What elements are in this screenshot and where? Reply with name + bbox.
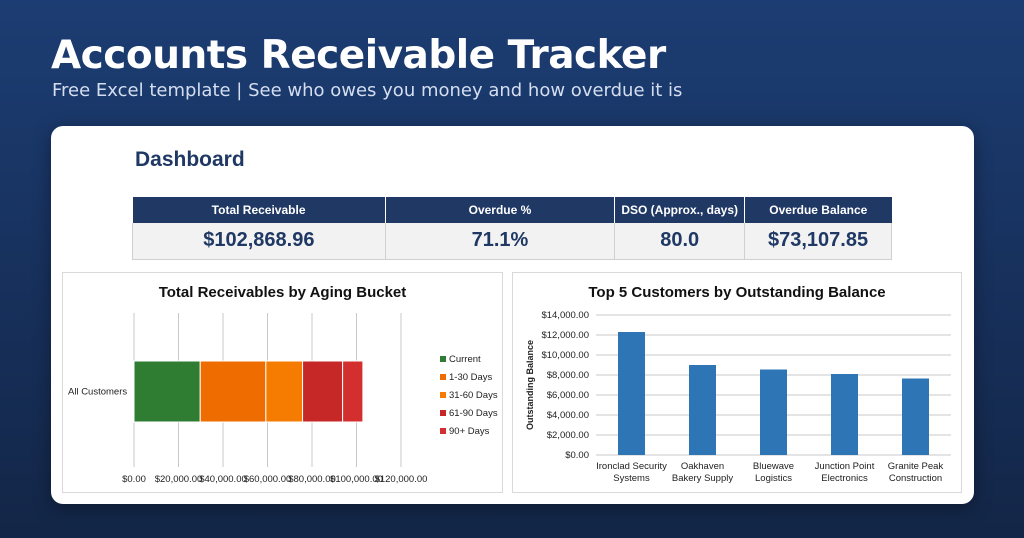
top-y-tick-label: $6,000.00	[547, 390, 589, 401]
aging-legend-swatch	[440, 374, 446, 380]
kpi-header-overdue-percent: Overdue %	[385, 197, 616, 223]
top-customers-chart-title: Top 5 Customers by Outstanding Balance	[588, 284, 886, 301]
aging-chart-title: Total Receivables by Aging Bucket	[158, 284, 407, 301]
top-customers-chart-plot: $0.00 $2,000.00 $4,000.00 $6,000.00 $8,000.0…	[525, 310, 951, 484]
aging-bar-segment	[199, 360, 267, 423]
dashboard-title: Dashboard	[135, 148, 245, 171]
kpi-value-overdue-percent[interactable]: 71.1%	[384, 223, 616, 260]
dashboard-card: Dashboard Total Receivable Overdue % DSO…	[51, 126, 974, 504]
kpi-table: Total Receivable Overdue % DSO (Approx.,…	[132, 197, 892, 260]
aging-chart[interactable]: Total Receivables by Aging Bucket $0.00 $…	[62, 272, 503, 493]
aging-x-tick-label: $0.00	[122, 474, 146, 485]
page-subtitle: Free Excel template | See who owes you m…	[52, 80, 683, 101]
top-y-tick-label: $2,000.00	[547, 430, 589, 441]
page-title: Accounts Receivable Tracker	[51, 33, 666, 78]
top-category-label: Construction	[889, 473, 942, 484]
aging-chart-plot: $0.00 $20,000.00$40,000.00$60,000.00$80,0…	[68, 313, 498, 485]
top-y-tick-label: $10,000.00	[541, 350, 589, 361]
kpi-value-total-receivable[interactable]: $102,868.96	[132, 223, 386, 260]
top-y-tick-label: $4,000.00	[547, 410, 589, 421]
aging-legend-label: Current	[449, 354, 481, 365]
top-category-label: Granite Peak	[888, 461, 944, 472]
aging-legend-swatch	[440, 428, 446, 434]
top-bar	[689, 365, 716, 455]
kpi-header-overdue-balance: Overdue Balance	[744, 197, 892, 223]
aging-legend-label: 1-30 Days	[449, 372, 493, 383]
top-bar	[902, 378, 929, 455]
kpi-header-dso: DSO (Approx., days)	[614, 197, 746, 223]
top-y-axis-label: Outstanding Balance	[525, 340, 535, 430]
aging-legend-label: 61-90 Days	[449, 408, 498, 419]
top-customers-chart[interactable]: Top 5 Customers by Outstanding Balance $…	[512, 272, 962, 493]
aging-legend-swatch	[440, 356, 446, 362]
top-y-tick-label: $0.00	[565, 450, 589, 461]
top-category-label: Junction Point	[815, 461, 875, 472]
top-category-label: Bakery Supply	[672, 473, 734, 484]
kpi-header-total-receivable: Total Receivable	[132, 197, 386, 223]
aging-bar-segment	[342, 360, 364, 423]
aging-category-label: All Customers	[68, 387, 127, 398]
top-bar	[831, 374, 858, 455]
aging-legend-label: 31-60 Days	[449, 390, 498, 401]
aging-legend-label: 90+ Days	[449, 426, 490, 437]
top-category-label: Electronics	[821, 473, 868, 484]
aging-x-tick-label: $60,000.00	[244, 474, 292, 485]
aging-x-tick-label: $80,000.00	[288, 474, 336, 485]
aging-x-tick-label: $20,000.00	[155, 474, 203, 485]
aging-x-tick-label: $100,000.00	[330, 474, 383, 485]
aging-legend-swatch	[440, 392, 446, 398]
top-y-tick-label: $14,000.00	[541, 310, 589, 321]
aging-bar-segment	[133, 360, 201, 423]
top-category-label: Systems	[613, 473, 650, 484]
aging-x-tick-label: $40,000.00	[199, 474, 247, 485]
kpi-value-dso[interactable]: 80.0	[614, 223, 746, 260]
top-y-tick-label: $12,000.00	[541, 330, 589, 341]
top-bar	[618, 332, 645, 455]
aging-x-tick-label: $120,000.00	[375, 474, 428, 485]
aging-legend-swatch	[440, 410, 446, 416]
top-category-label: Logistics	[755, 473, 792, 484]
top-category-label: Oakhaven	[681, 461, 724, 472]
kpi-value-overdue-balance[interactable]: $73,107.85	[744, 223, 892, 260]
top-y-tick-label: $8,000.00	[547, 370, 589, 381]
aging-bar-segment	[302, 360, 344, 423]
top-category-label: Ironclad Security	[596, 461, 667, 472]
aging-bar-segment	[265, 360, 304, 423]
top-bar	[760, 369, 787, 455]
top-category-label: Bluewave	[753, 461, 794, 472]
